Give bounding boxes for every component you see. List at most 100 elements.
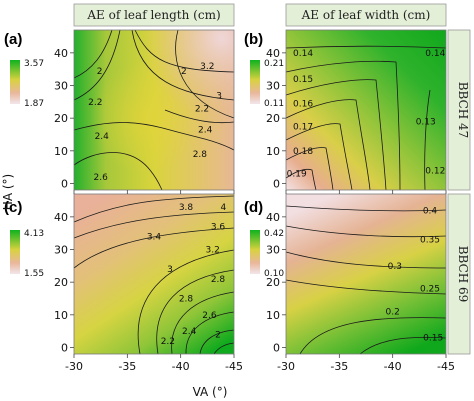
contour-line-d5 <box>299 317 447 355</box>
y-tick-label-0-2: 20 <box>54 112 68 125</box>
contour-label-2-11: 2 <box>215 330 221 340</box>
contour-label-0-1: 3 <box>216 91 222 101</box>
contour-line-a3 <box>73 29 121 101</box>
panel-a-contour-lines <box>73 29 235 191</box>
column-strip-2 <box>285 3 447 27</box>
contour-line-c2 <box>73 211 235 239</box>
contour-line-d2 <box>285 225 447 238</box>
contour-line-b8 <box>424 89 431 191</box>
y-tick-label-3-4: 40 <box>266 211 280 224</box>
contour-line-a1 <box>134 29 235 73</box>
contour-label-2-6: 2.8 <box>211 275 226 285</box>
contour-label-0-7: 2 <box>181 67 187 77</box>
contour-label-1-0: 0.14 <box>293 49 313 59</box>
panel-letter-a: (a) <box>4 31 22 48</box>
contour-line-c3 <box>73 227 235 269</box>
y-tick-label-3-3: 30 <box>266 244 280 257</box>
contour-label-3-4: 0.2 <box>386 308 400 318</box>
x-tick-label-2-3: -45 <box>225 360 243 373</box>
contour-label-1-4: 0.17 <box>293 122 313 132</box>
contour-label-2-8: 2.6 <box>202 311 217 321</box>
column-title-1: AE of leaf length (cm) <box>86 8 220 22</box>
column-title-2: AE of leaf width (cm) <box>301 8 431 22</box>
contour-line-b2 <box>285 60 401 191</box>
contour-label-0-0: 3.2 <box>200 62 214 72</box>
contour-line-c4 <box>137 249 235 355</box>
contour-line-a2 <box>131 29 235 101</box>
y-tick-label-1-2: 20 <box>266 112 280 125</box>
contour-line-b4 <box>285 99 371 191</box>
x-tick-label-3-3: -45 <box>437 360 455 373</box>
contour-label-1-8: 0.12 <box>425 166 445 176</box>
panel-a <box>73 29 235 191</box>
contour-label-2-0: 3.8 <box>179 203 194 213</box>
y-tick-label-2-4: 40 <box>54 211 68 224</box>
x-tick-label-3-1: -35 <box>330 360 348 373</box>
panel-a-corner-glow <box>74 30 234 190</box>
contour-line-c9 <box>213 342 235 355</box>
contour-label-0-6: 2 <box>97 67 103 77</box>
y-tick-label-1-3: 30 <box>266 80 280 93</box>
contour-line-a5 <box>73 122 235 151</box>
y-tick-label-1-0: 0 <box>273 177 280 190</box>
contour-line-b3 <box>285 79 387 191</box>
legend-min-a: 1.87 <box>24 99 44 109</box>
y-tick-label-0-3: 30 <box>54 80 68 93</box>
row-title-2: BBCH 69 <box>456 246 470 303</box>
panel-c-fill <box>74 194 234 354</box>
panel-b-frame <box>285 29 447 191</box>
contour-line-d3 <box>285 251 447 269</box>
y-tick-label-2-3: 30 <box>54 244 68 257</box>
contour-label-0-2: 2.8 <box>193 150 208 160</box>
panel-d-fill <box>286 194 446 354</box>
row-strip-2 <box>447 193 471 355</box>
contour-line-c8 <box>199 329 235 355</box>
contour-label-0-5: 2.2 <box>88 98 102 108</box>
panel-c-frame <box>73 193 235 355</box>
x-tick-label-2-1: -35 <box>118 360 136 373</box>
legend-bar-a <box>10 60 20 104</box>
contour-line-a7 <box>164 109 235 124</box>
contour-label-1-1: 0.14 <box>425 49 445 59</box>
contour-label-2-10: 2.2 <box>161 337 175 347</box>
contour-line-d6 <box>359 336 447 355</box>
contour-label-1-6: 0.19 <box>287 170 307 180</box>
panel-c-contour-lines <box>73 195 235 355</box>
contour-line-a4 <box>73 29 113 79</box>
x-tick-label-3-2: -40 <box>384 360 402 373</box>
legend-bar-d <box>250 230 260 274</box>
panel-letter-b: (b) <box>244 31 263 48</box>
panel-d <box>285 194 447 355</box>
contour-line-b5 <box>285 123 353 191</box>
contour-label-3-0: 0.4 <box>423 206 438 216</box>
y-tick-label-1-1: 10 <box>266 145 280 158</box>
contour-label-1-7: 0.13 <box>416 117 436 127</box>
contour-label-0-4: 2.4 <box>95 132 110 142</box>
contour-line-b1 <box>285 45 447 49</box>
x-tick-label-2-2: -40 <box>172 360 190 373</box>
contour-label-0-8: 2.2 <box>195 104 209 114</box>
contour-label-3-3: 0.25 <box>420 285 440 295</box>
panel-letter-d: (d) <box>244 199 263 216</box>
contour-line-a6 <box>73 152 163 191</box>
x-tick-label-2-0: -30 <box>65 360 83 373</box>
y-tick-label-3-2: 20 <box>266 276 280 289</box>
panel-a-frame <box>73 29 235 191</box>
contour-label-0-3: 2.6 <box>94 173 109 183</box>
legend-bar-b <box>250 60 260 104</box>
y-tick-label-0-0: 0 <box>61 177 68 190</box>
legend-max-b: 0.21 <box>264 59 284 69</box>
contour-label-2-3: 3.4 <box>147 232 162 242</box>
x-tick-label-3-0: -30 <box>277 360 295 373</box>
contour-label-3-2: 0.3 <box>388 262 402 272</box>
y-tick-label-2-0: 0 <box>61 341 68 354</box>
contour-label-3-1: 0.35 <box>420 236 440 246</box>
contour-label-1-5: 0.18 <box>293 147 313 157</box>
contour-label-2-7: 2.8 <box>179 294 194 304</box>
panel-d-frame <box>285 193 447 355</box>
contour-label-2-5: 3 <box>167 265 173 275</box>
y-tick-label-3-0: 0 <box>273 341 280 354</box>
y-tick-label-2-1: 10 <box>54 309 68 322</box>
